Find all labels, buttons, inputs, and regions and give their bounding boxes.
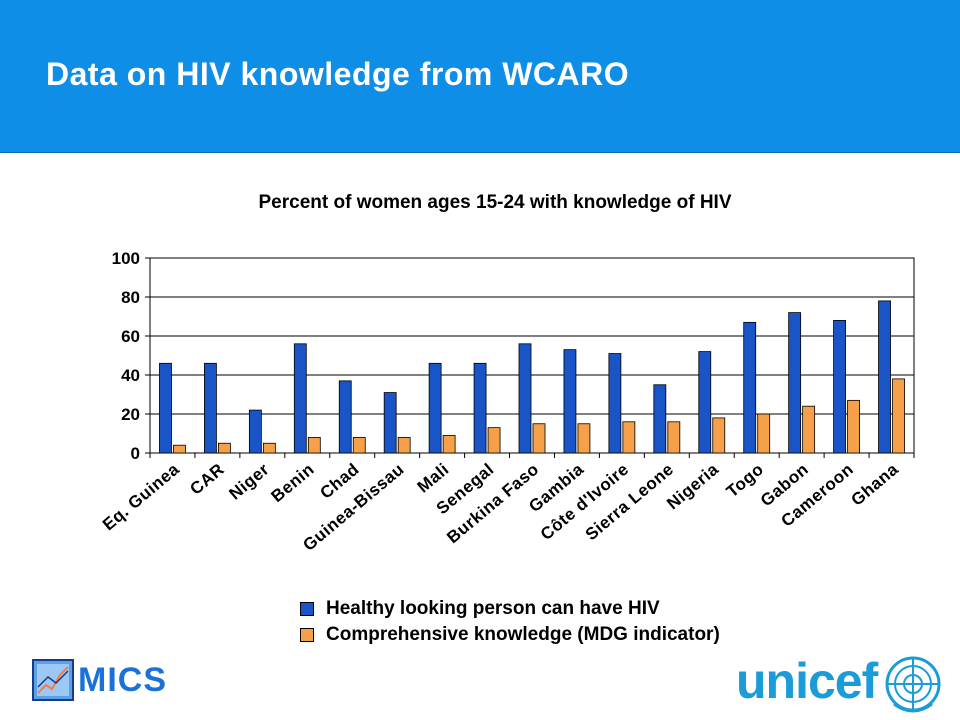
bar-series1-15 <box>833 319 846 454</box>
bar-series2-5 <box>397 436 411 454</box>
legend-item-series1: Healthy looking person can have HIV <box>300 596 720 622</box>
legend-swatch-series2 <box>300 628 314 642</box>
bar-series1-5 <box>383 392 397 454</box>
bar-series2-3 <box>307 436 321 454</box>
bar-series1-1 <box>204 362 217 454</box>
y-tick-label: 80 <box>121 288 140 307</box>
bar-series1-13 <box>743 321 757 454</box>
bar-series2-14 <box>802 405 816 454</box>
chart-title: Percent of women ages 15-24 with knowled… <box>258 192 732 213</box>
x-tick-label: Nigeria <box>663 459 722 513</box>
bar-series1-14 <box>788 312 802 454</box>
bar-series2-13 <box>757 413 771 454</box>
bar-series1-2 <box>248 409 262 454</box>
bar-series1-9 <box>563 349 577 454</box>
bar-series2-8 <box>532 423 546 454</box>
x-tick-label: Eq. Guinea <box>99 459 183 534</box>
bar-series2-9 <box>577 423 591 454</box>
chart-legend: Healthy looking person can have HIV Comp… <box>300 596 720 648</box>
bar-series2-7 <box>487 427 501 454</box>
y-tick-label: 40 <box>121 366 140 385</box>
bar-series1-10 <box>608 353 622 454</box>
mics-logo: MICS <box>32 657 182 707</box>
y-tick-label: 0 <box>131 444 140 463</box>
un-emblem-icon <box>885 656 941 713</box>
x-tick-label: Benin <box>268 460 318 507</box>
bar-series1-11 <box>653 384 667 454</box>
bar-series2-12 <box>712 417 726 454</box>
x-tick-label: CAR <box>186 460 228 499</box>
mics-chart-icon <box>32 659 74 701</box>
page-title: Data on HIV knowledge from WCARO <box>46 56 630 92</box>
bar-series2-10 <box>622 421 636 454</box>
legend-label-series1: Healthy looking person can have HIV <box>326 598 660 619</box>
bar-series2-1 <box>218 442 231 454</box>
bar-series1-8 <box>518 343 532 454</box>
bar-series2-11 <box>667 421 681 454</box>
unicef-logo-text: unicef <box>736 653 878 709</box>
plot-area <box>150 258 914 453</box>
legend-item-series2: Comprehensive knowledge (MDG indicator) <box>300 622 720 648</box>
bar-series1-4 <box>338 380 352 454</box>
y-tick-label: 60 <box>121 327 140 346</box>
mics-logo-text: MICS <box>78 661 167 699</box>
bar-series2-6 <box>442 435 456 454</box>
bar-series2-2 <box>262 442 276 454</box>
bar-series1-16 <box>878 300 891 454</box>
y-tick-label: 100 <box>112 249 140 268</box>
bar-series1-7 <box>473 362 487 454</box>
plot-border <box>149 257 915 454</box>
y-tick-label: 20 <box>121 405 140 424</box>
bar-series1-6 <box>428 362 442 454</box>
header-banner: Data on HIV knowledge from WCARO <box>0 0 960 153</box>
legend-swatch-series1 <box>300 602 314 616</box>
bar-series2-16 <box>892 378 905 454</box>
x-tick-label: Ghana <box>847 459 902 509</box>
x-tick-label: Niger <box>225 460 272 504</box>
bar-series2-4 <box>352 436 366 454</box>
bar-series2-15 <box>847 399 860 454</box>
unicef-logo: unicef <box>736 652 946 714</box>
bar-series1-3 <box>293 343 307 454</box>
bar-series2-0 <box>173 444 186 454</box>
legend-label-series2: Comprehensive knowledge (MDG indicator) <box>326 624 720 645</box>
bar-series1-12 <box>698 351 712 454</box>
bar-series1-0 <box>159 362 172 454</box>
